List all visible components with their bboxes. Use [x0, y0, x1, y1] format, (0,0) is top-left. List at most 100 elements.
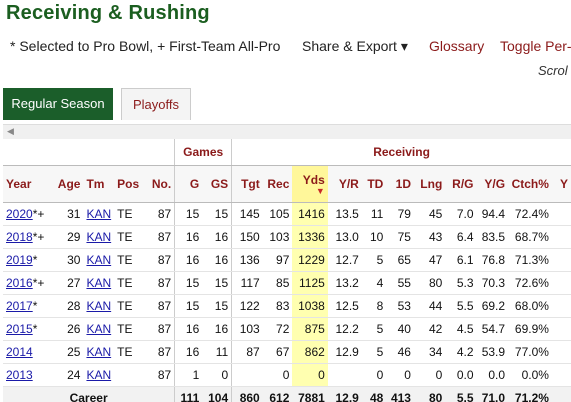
- col-rec[interactable]: Rec: [262, 165, 293, 203]
- team-link[interactable]: KAN: [86, 368, 112, 382]
- year-link[interactable]: 2016: [6, 276, 33, 290]
- cell-rg: 4.5: [445, 317, 477, 341]
- cell-rg: 6.1: [445, 248, 477, 272]
- col-ctch[interactable]: Ctch%: [508, 165, 552, 203]
- cell-team: KAN: [83, 248, 115, 272]
- group-header-row: Games Receiving: [3, 139, 571, 166]
- team-link[interactable]: KAN: [86, 322, 112, 336]
- year-link[interactable]: 2018: [6, 230, 33, 244]
- cell-ctch: 72.4%: [508, 202, 552, 226]
- col-lng[interactable]: Lng: [413, 165, 446, 203]
- cell-1d: 79: [386, 202, 414, 226]
- cell-yg: 54.7: [476, 317, 509, 341]
- cell-pos: TE: [114, 317, 144, 341]
- col-yr[interactable]: Y/R: [327, 165, 362, 203]
- cell-td: 0: [361, 363, 387, 387]
- cell-year: 2019*: [3, 248, 53, 272]
- cell-age: 24: [52, 363, 84, 387]
- cell-1d: 53: [386, 294, 414, 318]
- cell-td: 11: [361, 202, 387, 226]
- group-receiving: Receiving: [231, 139, 571, 166]
- table-row: 2018*+ 29 KAN TE 87 16 16 150 103 1336 13.0 10 75 43 6…: [3, 225, 571, 249]
- career-yds: 7881: [292, 386, 328, 402]
- team-link[interactable]: KAN: [86, 207, 112, 221]
- col-yg[interactable]: Y/G: [476, 165, 509, 203]
- year-link[interactable]: 2017: [6, 299, 33, 313]
- cell-gs: 16: [202, 225, 232, 249]
- toggle-per-game-link[interactable]: Toggle Per-: [500, 38, 571, 54]
- col-y-cut[interactable]: Y: [551, 165, 571, 203]
- cell-yr: 12.9: [327, 340, 362, 364]
- cell-ctch: 77.0%: [508, 340, 552, 364]
- cell-pos: TE: [114, 271, 144, 295]
- cell-lng: 42: [413, 317, 446, 341]
- col-number[interactable]: No.: [143, 165, 175, 203]
- year-link[interactable]: 2019: [6, 253, 33, 267]
- scroll-hint: Scrol: [538, 63, 568, 78]
- year-link[interactable]: 2020: [6, 207, 33, 221]
- cell-team: KAN: [83, 363, 115, 387]
- cell-pos: TE: [114, 248, 144, 272]
- table-row: 2014 25 KAN TE 87 16 11 87 67 862 12.9 5 46 34 4.2 53.9…: [3, 340, 571, 364]
- team-link[interactable]: KAN: [86, 253, 112, 267]
- cell-team: KAN: [83, 202, 115, 226]
- cell-tgt: 150: [231, 225, 263, 249]
- col-tgt[interactable]: Tgt: [231, 165, 263, 203]
- col-td[interactable]: TD: [361, 165, 387, 203]
- cell-tgt: [231, 363, 263, 387]
- col-g[interactable]: G: [174, 165, 203, 203]
- cell-number: 87: [143, 340, 175, 364]
- cell-lng: 44: [413, 294, 446, 318]
- col-pos[interactable]: Pos: [114, 165, 144, 203]
- pro-bowl-note: * Selected to Pro Bowl, + First-Team All…: [10, 38, 281, 54]
- cell-pos: TE: [114, 294, 144, 318]
- year-link[interactable]: 2015: [6, 322, 33, 336]
- col-age[interactable]: Age: [52, 165, 84, 203]
- cell-yg: 76.8: [476, 248, 509, 272]
- col-rg[interactable]: R/G: [445, 165, 477, 203]
- table-row: 2019* 30 KAN TE 87 16 16 136 97 1229 12.7 5 65 47 6.1 7…: [3, 248, 571, 272]
- cell-yg: 0.0: [476, 363, 509, 387]
- col-yds[interactable]: Yds ▼: [292, 165, 328, 203]
- career-tgt: 860: [231, 386, 263, 402]
- team-link[interactable]: KAN: [86, 299, 112, 313]
- col-team[interactable]: Tm: [83, 165, 115, 203]
- cell-age: 28: [52, 294, 84, 318]
- cell-age: 26: [52, 317, 84, 341]
- cell-1d: 46: [386, 340, 414, 364]
- column-header-row: Year Age Tm Pos No. G GS Tgt Rec Yds ▼ Y/…: [3, 165, 571, 203]
- year-link[interactable]: 2014: [6, 345, 33, 359]
- tab-regular-season[interactable]: Regular Season: [3, 88, 113, 120]
- cell-td: 5: [361, 248, 387, 272]
- career-yg: 71.0: [476, 386, 509, 402]
- glossary-link[interactable]: Glossary: [429, 38, 485, 54]
- cell-lng: 43: [413, 225, 446, 249]
- career-ctch: 71.2%: [508, 386, 552, 402]
- career-1d: 413: [386, 386, 414, 402]
- cell-gs: 15: [202, 202, 232, 226]
- cell-1d: 65: [386, 248, 414, 272]
- cell-1d: 0: [386, 363, 414, 387]
- team-link[interactable]: KAN: [86, 230, 112, 244]
- tab-playoffs[interactable]: Playoffs: [121, 88, 191, 120]
- cell-rg: 5.3: [445, 271, 477, 295]
- honor-mark: *+: [32, 276, 45, 290]
- cell-number: 87: [143, 294, 175, 318]
- career-g: 111: [174, 386, 203, 402]
- col-gs[interactable]: GS: [202, 165, 232, 203]
- cell-yds: 0: [292, 363, 328, 387]
- cell-tgt: 136: [231, 248, 263, 272]
- col-1d[interactable]: 1D: [386, 165, 414, 203]
- cell-td: 5: [361, 317, 387, 341]
- team-link[interactable]: KAN: [86, 276, 112, 290]
- cell-number: 87: [143, 363, 175, 387]
- stats-table-container: Games Receiving Year Age Tm Pos No. G GS…: [3, 139, 571, 402]
- team-link[interactable]: KAN: [86, 345, 112, 359]
- col-year[interactable]: Year: [3, 165, 53, 203]
- horizontal-scrollbar[interactable]: ◀: [3, 124, 571, 139]
- scroll-left-icon[interactable]: ◀: [7, 126, 14, 136]
- year-link[interactable]: 2013: [6, 368, 33, 382]
- share-export-menu[interactable]: Share & Export ▾: [302, 38, 408, 54]
- cell-team: KAN: [83, 294, 115, 318]
- cell-yr: 12.2: [327, 317, 362, 341]
